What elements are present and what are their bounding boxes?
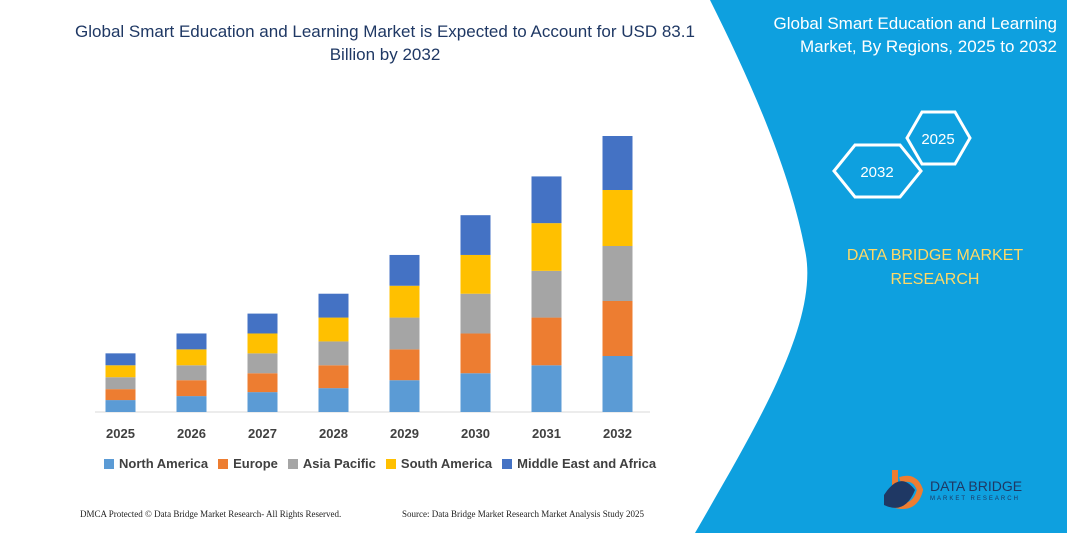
bar-segment: [318, 293, 349, 318]
bar-segment: [531, 176, 562, 224]
bar-segment: [389, 380, 420, 412]
x-tick-label: 2029: [390, 426, 419, 441]
bar-segment: [460, 293, 491, 334]
legend-label: South America: [400, 456, 493, 471]
bar-segment: [247, 333, 278, 354]
bar-segment: [176, 349, 207, 366]
bar-segment: [176, 333, 207, 350]
bar-segment: [318, 317, 349, 342]
bar-segment: [247, 313, 278, 334]
footer-right: Source: Data Bridge Market Research Mark…: [402, 509, 644, 519]
panel-title: Global Smart Education and Learning Mark…: [773, 14, 1057, 56]
bar-segment: [105, 389, 136, 401]
bar-segment: [460, 373, 491, 412]
brand: DATA BRIDGE MARKET RESEARCH: [846, 247, 1024, 288]
legend-label: Europe: [233, 456, 278, 471]
bar-segment: [318, 341, 349, 366]
bar-segment: [389, 285, 420, 318]
bar-segment: [531, 365, 562, 412]
legend-item: South America: [385, 456, 493, 471]
chart-title: Global Smart Education and Learning Mark…: [75, 22, 695, 64]
hexagon-label: 2032: [860, 164, 893, 181]
legend-swatch: [104, 458, 114, 469]
bar-segment: [105, 377, 136, 390]
legend: North America Europe Asia Pacific South Ame…: [104, 456, 656, 471]
bar-segment: [247, 392, 278, 412]
bar-segment: [531, 317, 562, 366]
legend-swatch: [502, 458, 513, 469]
logo-text: DATA BRIDGE: [930, 478, 1023, 494]
bar-segment: [318, 365, 349, 389]
bar-segment: [460, 333, 491, 374]
legend-item: Middle East and Africa: [502, 456, 656, 471]
x-tick-label: 2032: [603, 426, 632, 441]
right-panel: [695, 0, 1067, 533]
bar-segment: [389, 254, 420, 286]
bar-segment: [460, 254, 491, 294]
bar-segment: [602, 136, 633, 191]
bar-segment: [247, 353, 278, 374]
legend-item: North America: [104, 456, 208, 471]
bar-segment: [247, 373, 278, 393]
bar-segment: [105, 365, 136, 378]
x-tick-label: 2026: [177, 426, 206, 441]
x-tick-label: 2030: [461, 426, 490, 441]
bar-segment: [105, 400, 136, 412]
bar-segment: [176, 396, 207, 412]
bar-segment: [176, 380, 207, 397]
hexagon-label: 2025: [921, 131, 954, 148]
bar-segment: [318, 388, 349, 412]
bar-segment: [602, 246, 633, 302]
legend-label: North America: [119, 456, 209, 471]
legend-label: Middle East and Africa: [517, 456, 657, 471]
hexagon: [905, 110, 972, 166]
legend-swatch: [218, 458, 229, 469]
legend-label: Asia Pacific: [302, 456, 376, 471]
chart: 2025 2026 2027 2028 2029 2030 2031 2032: [95, 136, 650, 441]
x-tick-label: 2031: [532, 426, 561, 441]
bar-segment: [105, 353, 136, 366]
x-tick-label: 2027: [248, 426, 277, 441]
bar-segment: [389, 317, 420, 350]
legend-swatch: [287, 458, 298, 469]
bar-segment: [460, 215, 491, 255]
bar-segment: [531, 270, 562, 318]
bar-segment: [602, 190, 633, 247]
bar-segment: [389, 349, 420, 381]
x-tick-label: 2025: [106, 426, 135, 441]
legend-swatch: [385, 458, 396, 469]
legend-item: Europe: [218, 456, 278, 471]
hexagon: [832, 143, 923, 199]
logo-icon: [884, 481, 915, 508]
logo-subtext: MARKET RESEARCH: [930, 496, 1020, 502]
x-tick-label: 2028: [319, 426, 348, 441]
footer-left: DMCA Protected © Data Bridge Market Rese…: [80, 509, 342, 519]
legend-item: Asia Pacific: [287, 456, 376, 471]
bar-segment: [176, 365, 207, 381]
bar-segment: [602, 356, 633, 412]
bar-segment: [602, 301, 633, 357]
bar-segment: [531, 223, 562, 271]
